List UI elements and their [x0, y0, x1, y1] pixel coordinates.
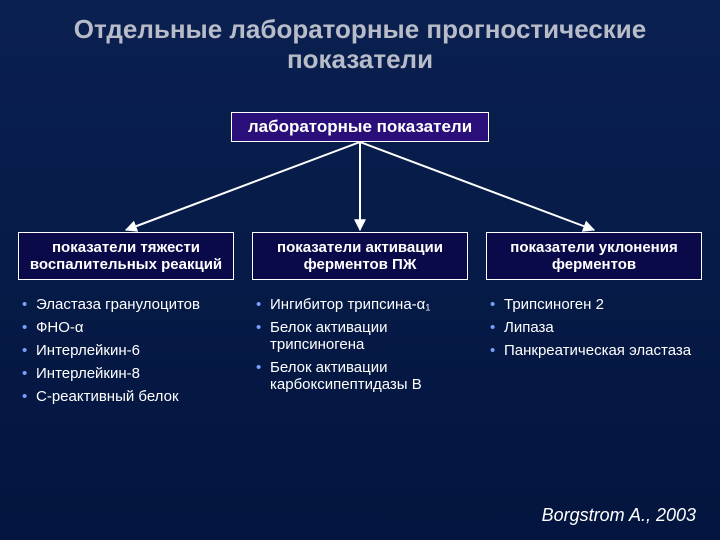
child-box-0: показатели тяжести воспалительных реакци…: [18, 232, 234, 280]
citation: Borgstrom A., 2003: [542, 505, 696, 526]
list-item: Интерлейкин-8: [22, 365, 242, 382]
list-item-text: Трипсиноген 2: [504, 296, 604, 313]
child-box-2: показатели уклонения ферментов: [486, 232, 702, 280]
list-item: Эластаза гранулоцитов: [22, 296, 242, 313]
child-box-label-1: показатели активации ферментов ПЖ: [261, 239, 459, 273]
slide-stage: Отдельные лабораторные прогностические п…: [0, 0, 720, 540]
child-box-label-0: показатели тяжести воспалительных реакци…: [27, 239, 225, 273]
list-item: Липаза: [490, 319, 706, 336]
list-item: Белок активации карбоксипептидазы В: [256, 359, 476, 393]
bullet-group-1: Ингибитор трипсина-α₁ Белок активации тр…: [256, 296, 476, 399]
list-item-text: Липаза: [504, 319, 554, 336]
connector-2: [360, 142, 594, 230]
list-item: Ингибитор трипсина-α₁: [256, 296, 476, 313]
list-item: Панкреатическая эластаза: [490, 342, 706, 359]
list-item-text: Белок активации трипсиногена: [270, 319, 388, 353]
list-item: Белок активации трипсиногена: [256, 319, 476, 353]
child-box-label-2: показатели уклонения ферментов: [495, 239, 693, 273]
list-item-text: С-реактивный белок: [36, 388, 179, 405]
list-item-text: Белок активации карбоксипептидазы В: [270, 359, 422, 393]
list-item: ФНО-α: [22, 319, 242, 336]
child-box-1: показатели активации ферментов ПЖ: [252, 232, 468, 280]
connector-0: [126, 142, 360, 230]
list-item-text: Интерлейкин-6: [36, 342, 140, 359]
bullet-group-0: Эластаза гранулоцитов ФНО-α Интерлейкин-6 И…: [22, 296, 242, 411]
list-item: Интерлейкин-6: [22, 342, 242, 359]
list-item-text: ФНО-α: [36, 319, 84, 336]
list-item: С-реактивный белок: [22, 388, 242, 405]
citation-text: Borgstrom A., 2003: [542, 505, 696, 525]
list-item-text: Ингибитор трипсина-α₁: [270, 296, 430, 313]
list-item-text: Эластаза гранулоцитов: [36, 296, 200, 313]
list-item: Трипсиноген 2: [490, 296, 706, 313]
list-item-text: Панкреатическая эластаза: [504, 342, 691, 359]
bullet-group-2: Трипсиноген 2 Липаза Панкреатическая эласт…: [490, 296, 706, 365]
list-item-text: Интерлейкин-8: [36, 365, 140, 382]
